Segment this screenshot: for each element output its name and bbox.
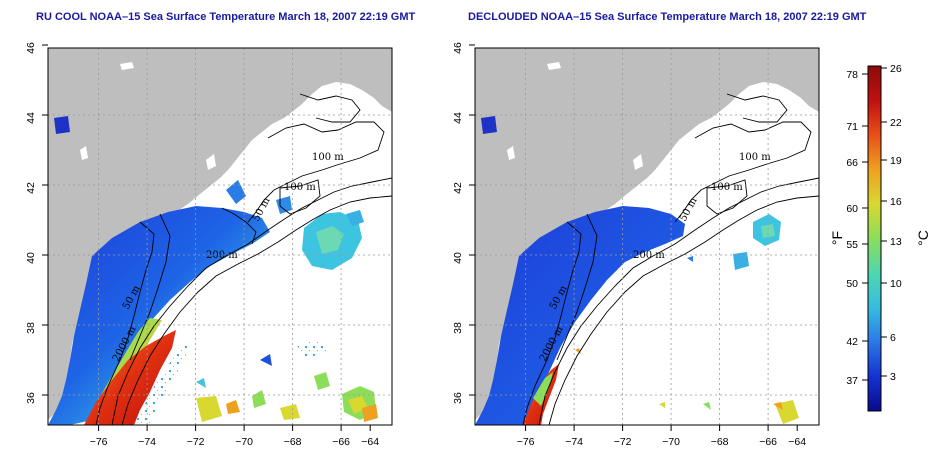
right-bathymetry-contours [522, 93, 819, 425]
left-x-tick-2: −74 [138, 436, 156, 448]
left-bathymetry-contours [95, 93, 392, 425]
left-y-tick-1: 46 [25, 42, 37, 54]
right-x-tick-4: −70 [662, 436, 680, 448]
right-contour-label-4: 200 m [633, 250, 665, 261]
c-tick-6: 6 [890, 332, 896, 344]
fahrenheit-unit-label: °F [829, 231, 845, 245]
left-y-tick-4: 40 [25, 252, 37, 264]
left-map-title: RU COOL NOAA–15 Sea Surface Temperature … [36, 11, 416, 23]
right-y-tick-3: 42 [452, 182, 464, 194]
left-y-tick-6: 36 [25, 392, 37, 404]
right-y-tick-6: 36 [452, 392, 464, 404]
temperature-colorbar: 78 71 66 60 55 50 42 37 26 22 19 16 13 1… [829, 63, 931, 412]
left-y-tick-5: 38 [25, 322, 37, 334]
right-contour-label-1: 100 m [739, 152, 771, 163]
c-tick-16: 16 [890, 196, 902, 208]
f-tick-42: 42 [846, 336, 858, 348]
right-shelf-water [475, 206, 685, 425]
right-y-tick-4: 40 [452, 252, 464, 264]
f-tick-50: 50 [846, 278, 858, 290]
f-tick-66: 66 [846, 157, 858, 169]
left-x-tick-4: −70 [235, 436, 253, 448]
left-map-panel: 100 m 100 m 50 m 200 m 50 m 2000 m [25, 42, 393, 448]
right-x-tick-1: −76 [517, 436, 535, 448]
right-x-tick-6: −66 [759, 436, 777, 448]
f-tick-71: 71 [846, 121, 858, 133]
left-contour-label-1: 100 m [312, 152, 344, 163]
left-x-tick-5: −68 [284, 436, 302, 448]
celsius-unit-label: °C [915, 230, 931, 246]
left-contour-label-2: 100 m [284, 182, 316, 193]
right-map-title: DECLOUDED NOAA–15 Sea Surface Temperatur… [468, 11, 867, 23]
c-tick-22: 22 [890, 117, 902, 129]
left-land [48, 48, 392, 420]
right-y-tick-5: 38 [452, 322, 464, 334]
c-tick-3: 3 [890, 371, 896, 383]
f-tick-60: 60 [846, 203, 858, 215]
right-x-tick-5: −68 [711, 436, 729, 448]
right-y-tick-2: 44 [452, 112, 464, 124]
c-tick-13: 13 [890, 236, 902, 248]
left-x-tick-6: −66 [332, 436, 350, 448]
right-x-tick-7: −64 [788, 436, 806, 448]
f-tick-37: 37 [846, 375, 858, 387]
left-x-tick-3: −72 [187, 436, 205, 448]
right-x-tick-3: −72 [614, 436, 632, 448]
right-contour-label-2: 100 m [711, 182, 743, 193]
left-gulf-stream [84, 330, 176, 425]
left-grid [48, 48, 392, 425]
colorbar-gradient [867, 65, 882, 412]
right-map-panel: 100 m 100 m 50 m 200 m 50 m 2000 m [452, 42, 820, 448]
right-y-tick-1: 46 [452, 42, 464, 54]
left-shelf-water [48, 206, 270, 425]
right-grid [475, 48, 819, 425]
left-map-frame [47, 47, 393, 426]
c-tick-10: 10 [890, 278, 902, 290]
left-contour-label-4: 200 m [206, 250, 238, 261]
c-tick-19: 19 [890, 155, 902, 167]
right-x-tick-2: −74 [565, 436, 583, 448]
f-tick-78: 78 [846, 69, 858, 81]
right-map-frame [474, 47, 820, 426]
left-x-tick-7: −64 [361, 436, 379, 448]
f-tick-55: 55 [846, 239, 858, 251]
c-tick-26: 26 [890, 63, 902, 75]
left-y-tick-3: 42 [25, 182, 37, 194]
left-x-tick-1: −76 [90, 436, 108, 448]
left-y-tick-2: 44 [25, 112, 37, 124]
right-land [475, 48, 819, 420]
